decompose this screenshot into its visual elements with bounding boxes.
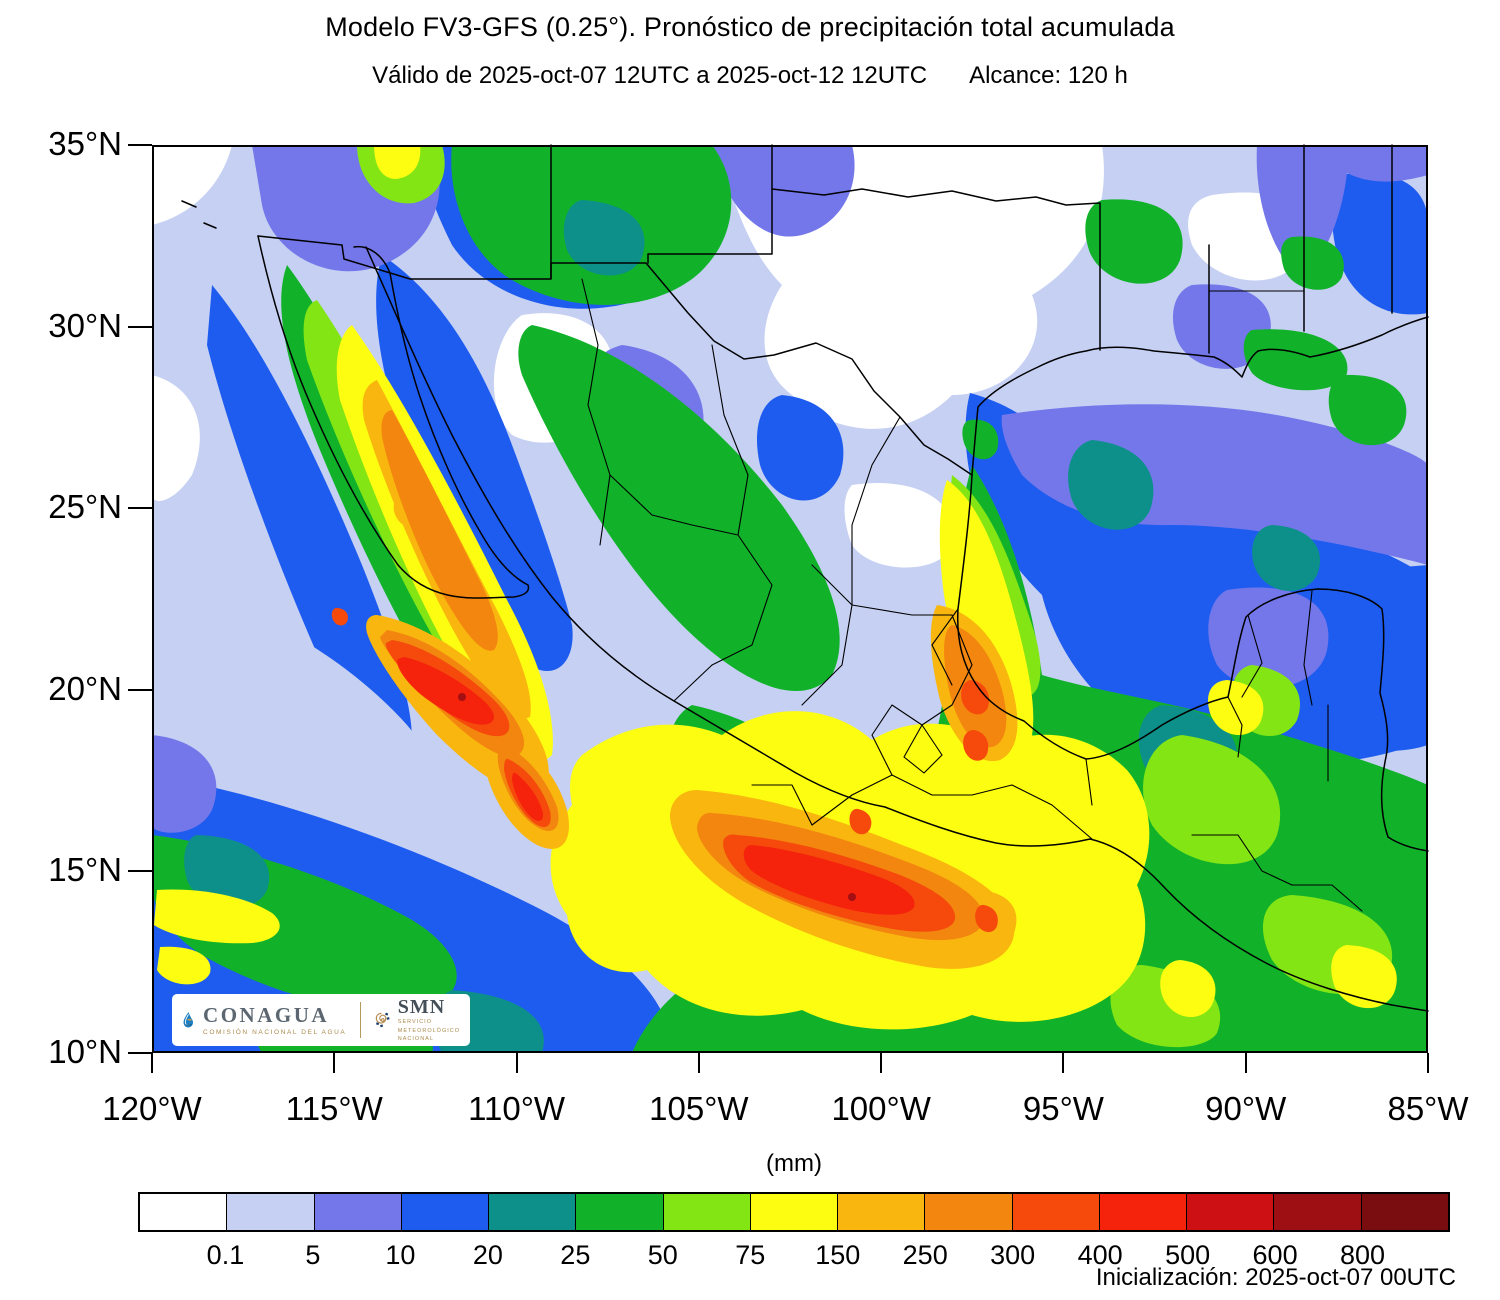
longitude-tick-label: 120°W xyxy=(102,1090,202,1127)
longitude-tick-label: 90°W xyxy=(1205,1090,1287,1127)
colorbar-tick-label: 50 xyxy=(647,1240,678,1270)
colorbar-tick-label: 500 xyxy=(1165,1240,1211,1270)
colorbar xyxy=(138,1192,1450,1232)
forecast-range-text: Alcance: 120 h xyxy=(969,62,1128,89)
colorbar-cell xyxy=(575,1194,663,1230)
colorbar-cell xyxy=(1273,1194,1361,1230)
state-borders xyxy=(581,278,1363,912)
colorbar-tick-label: 20 xyxy=(472,1240,503,1270)
smn-subtitle-1: SERVICIO xyxy=(397,1019,432,1026)
precipitation-fill-layers xyxy=(152,145,1428,1053)
colorbar-cell xyxy=(140,1194,227,1230)
colorbar-cell xyxy=(924,1194,1012,1230)
smn-subtitle-3: NACIONAL xyxy=(397,1036,434,1043)
colorbar-tick-label: 250 xyxy=(902,1240,948,1270)
colorbar-cell xyxy=(488,1194,576,1230)
colorbar-tick-label: 0.1 xyxy=(206,1240,245,1270)
latitude-tick-label: 30°N xyxy=(48,306,122,344)
conagua-subtitle: COMISIÓN NACIONAL DEL AGUA xyxy=(203,1028,347,1036)
longitude-tick-label: 100°W xyxy=(831,1090,931,1127)
colorbar-units-label: (mm) xyxy=(766,1150,822,1177)
colorbar-tick-label: 5 xyxy=(305,1240,321,1270)
map-frame-border xyxy=(152,145,1428,1053)
page-title: Modelo FV3-GFS (0.25°). Pronóstico de pr… xyxy=(325,12,1175,42)
latitude-tick-label: 15°N xyxy=(48,851,122,889)
agency-logo-plate: CONAGUA COMISIÓN NACIONAL DEL AGUA SMN S… xyxy=(172,994,470,1046)
colorbar-cell xyxy=(1360,1194,1448,1230)
colorbar-tick-label: 10 xyxy=(385,1240,416,1270)
smn-logo-icon xyxy=(375,1012,390,1028)
longitude-tick-label: 115°W xyxy=(285,1090,383,1127)
colorbar-cell xyxy=(400,1194,489,1230)
smn-wordmark: SMN xyxy=(397,996,446,1019)
longitude-axis: 120°W 115°W 110°W 105°W 100°W 95°W 90°W 85°W xyxy=(102,1090,1468,1132)
colorbar-tick-label: 25 xyxy=(560,1240,591,1270)
longitude-tick-label: 110°W xyxy=(468,1090,566,1127)
colorbar-cell xyxy=(226,1194,314,1230)
colorbar-tick-label: 600 xyxy=(1252,1240,1298,1270)
country-coastline-borders xyxy=(181,144,1429,1012)
conagua-logo-icon xyxy=(183,1012,194,1028)
valid-period-text: Válido de 2025-oct-07 12UTC a 2025-oct-1… xyxy=(372,62,928,89)
latitude-tick-label: 35°N xyxy=(48,125,122,163)
colorbar-tick-label: 75 xyxy=(735,1240,766,1270)
colorbar-cell xyxy=(1011,1194,1099,1230)
map-canvas xyxy=(128,144,1429,1073)
colorbar-cell xyxy=(313,1194,401,1230)
colorbar-tick-label: 800 xyxy=(1340,1240,1386,1270)
longitude-tick-label: 105°W xyxy=(649,1090,749,1127)
colorbar-cell xyxy=(749,1194,838,1230)
latitude-tick-label: 20°N xyxy=(48,670,122,708)
colorbar-tick-label: 400 xyxy=(1077,1240,1123,1270)
conagua-wordmark: CONAGUA xyxy=(203,1002,330,1027)
initialization-text: Inicialización: 2025-oct-07 00UTC xyxy=(1095,1264,1456,1291)
precipitation-map xyxy=(128,144,1429,1073)
longitude-tick-label: 85°W xyxy=(1387,1090,1469,1127)
latitude-tick-label: 25°N xyxy=(48,488,122,526)
smn-subtitle-2: METEOROLÓGICO xyxy=(397,1027,460,1034)
latitude-axis: 35°N 30°N 25°N 20°N 15°N 10°N xyxy=(0,125,136,1070)
colorbar-tick-label: 150 xyxy=(815,1240,861,1270)
longitude-tick-label: 95°W xyxy=(1022,1090,1104,1127)
colorbar-cell xyxy=(662,1194,750,1230)
conagua-logo-text: CONAGUA COMISIÓN NACIONAL DEL AGUA xyxy=(203,1002,347,1036)
logo-divider xyxy=(360,1002,362,1038)
colorbar-cell xyxy=(1186,1194,1274,1230)
smn-logo-text: SMN SERVICIO METEOROLÓGICO NACIONAL xyxy=(398,997,460,1043)
colorbar-tick-labels: 0.1 5 10 20 25 50 75 150 250 300 400 500 600 800 xyxy=(138,1240,1450,1274)
axis-ticks xyxy=(128,144,1429,1073)
subtitle: Válido de 2025-oct-07 12UTC a 2025-oct-1… xyxy=(0,62,1500,90)
latitude-tick-label: 10°N xyxy=(48,1033,122,1071)
colorbar-cell xyxy=(837,1194,925,1230)
colorbar-cell xyxy=(1098,1194,1187,1230)
colorbar-tick-label: 300 xyxy=(990,1240,1036,1270)
